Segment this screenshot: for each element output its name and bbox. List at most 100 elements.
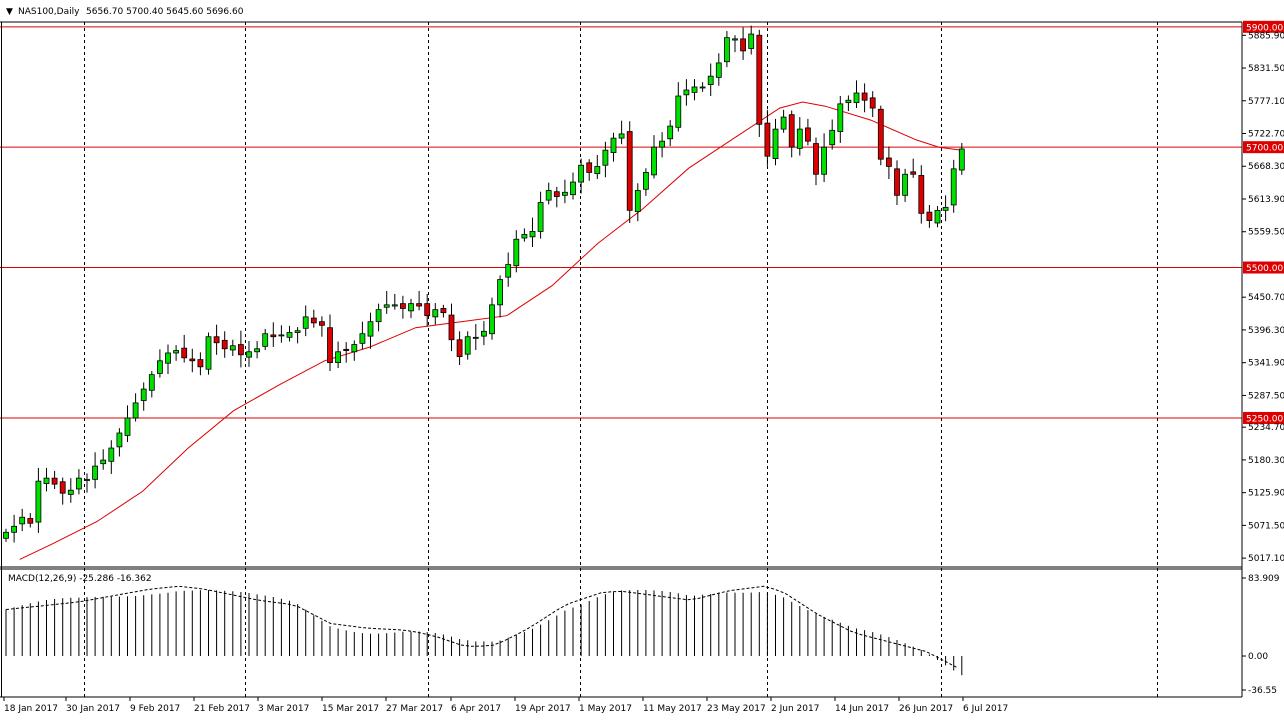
candle-bull bbox=[464, 336, 471, 355]
candle-bull bbox=[505, 264, 512, 278]
x-tick-label: 21 Feb 2017 bbox=[194, 704, 250, 714]
candle-bull bbox=[902, 173, 908, 196]
candle-bull bbox=[367, 321, 374, 337]
candle-bull bbox=[35, 480, 42, 523]
candle-bull bbox=[715, 62, 722, 78]
candle-bull bbox=[732, 38, 738, 41]
candle-bear bbox=[553, 191, 560, 197]
candle-bear bbox=[886, 157, 892, 167]
candles bbox=[3, 25, 965, 543]
candle-bull bbox=[92, 465, 98, 480]
candle-bull bbox=[748, 33, 755, 49]
candle-bull bbox=[707, 75, 714, 85]
candle-bear bbox=[213, 336, 220, 344]
candle-bull bbox=[108, 447, 115, 462]
y-tick-label: 5396.30 bbox=[1248, 326, 1284, 336]
macd-label: MACD(12,26,9) -25.286 -16.362 bbox=[8, 574, 152, 584]
level-tag bbox=[1243, 411, 1284, 424]
candle-bull bbox=[11, 525, 18, 533]
y-tick-label: 5017.10 bbox=[1248, 554, 1284, 564]
candle-bull bbox=[375, 309, 382, 323]
y-tick-label: 5287.50 bbox=[1248, 391, 1284, 401]
y-tick-label: 5071.50 bbox=[1248, 521, 1284, 531]
candle-bull bbox=[383, 304, 390, 308]
level-tag bbox=[1243, 141, 1284, 154]
y-tick-label: 5450.70 bbox=[1248, 293, 1284, 303]
candle-bear bbox=[788, 114, 795, 148]
x-tick-label: 27 Mar 2017 bbox=[386, 704, 443, 714]
x-tick-label: 9 Feb 2017 bbox=[130, 704, 180, 714]
y-tick-label: 5613.90 bbox=[1248, 195, 1284, 205]
x-tick-label: 15 Mar 2017 bbox=[322, 704, 379, 714]
candle-bull bbox=[116, 432, 123, 448]
candle-bear bbox=[894, 168, 900, 196]
x-tick-label: 23 May 2017 bbox=[707, 704, 766, 714]
y-tick-label: 5885.90 bbox=[1248, 31, 1284, 41]
candle-bear bbox=[764, 122, 771, 157]
candle-bull bbox=[156, 360, 163, 374]
candle-bull bbox=[796, 128, 803, 149]
candle-bull bbox=[246, 351, 252, 358]
y-tick-label: 5831.50 bbox=[1248, 64, 1284, 74]
candle-bear bbox=[399, 303, 406, 309]
candle-bull bbox=[148, 374, 155, 391]
candle-bull bbox=[958, 148, 965, 171]
candle-bull bbox=[497, 279, 504, 306]
candle-bull bbox=[262, 333, 269, 347]
candle-bull bbox=[683, 89, 690, 96]
x-tick-label: 6 Apr 2017 bbox=[451, 704, 501, 714]
candle-bull bbox=[229, 345, 236, 351]
y-tick-label: 5777.10 bbox=[1248, 97, 1284, 107]
candle-bull bbox=[391, 304, 398, 307]
candle-bull bbox=[472, 336, 479, 339]
y-tick-label: 5722.70 bbox=[1248, 130, 1284, 140]
x-tick-label: 14 Jun 2017 bbox=[835, 704, 889, 714]
level-tag bbox=[1243, 261, 1284, 274]
candle-bull bbox=[43, 477, 50, 484]
candle-bear bbox=[456, 339, 463, 357]
candle-bear bbox=[270, 334, 277, 338]
macd-signal-line bbox=[5, 585, 959, 669]
candle-bear bbox=[861, 92, 868, 101]
x-tick-label: 6 Jul 2017 bbox=[963, 704, 1008, 714]
x-tick-label: 26 Jun 2017 bbox=[899, 704, 953, 714]
candle-bull bbox=[699, 86, 706, 89]
candle-bull bbox=[140, 388, 147, 401]
candle-bear bbox=[918, 175, 925, 214]
candle-bull bbox=[132, 402, 139, 419]
candle-bear bbox=[318, 321, 325, 326]
candle-bull bbox=[205, 336, 212, 370]
candle-bull bbox=[821, 146, 827, 175]
caret-icon[interactable]: ▼ bbox=[6, 7, 13, 17]
candle-bull bbox=[837, 103, 844, 132]
candle-bull bbox=[780, 116, 787, 130]
candle-bear bbox=[424, 303, 431, 317]
level-tag-label: 5500.00 bbox=[1246, 264, 1283, 274]
candle-bull bbox=[934, 209, 941, 224]
x-tick-label: 30 Jan 2017 bbox=[66, 704, 120, 714]
candle-bull bbox=[351, 344, 358, 353]
candle-bull bbox=[578, 164, 584, 183]
candle-bull bbox=[513, 238, 520, 267]
candle-bear bbox=[805, 127, 811, 142]
candle-bear bbox=[877, 108, 884, 160]
y-tick-label: 5341.90 bbox=[1248, 359, 1284, 369]
candle-bear bbox=[27, 518, 34, 524]
macd-y-tick-label: 0.00 bbox=[1248, 652, 1268, 662]
candle-bull bbox=[651, 146, 657, 176]
y-tick-label: 5559.50 bbox=[1248, 228, 1284, 238]
candle-bull bbox=[480, 330, 487, 337]
level-tag-label: 5700.00 bbox=[1246, 144, 1283, 154]
candle-bear bbox=[327, 327, 333, 364]
candle-bull bbox=[675, 95, 682, 128]
candle-bull bbox=[829, 129, 836, 146]
candle-bull bbox=[165, 352, 171, 364]
level-tag-label: 5250.00 bbox=[1246, 414, 1283, 424]
candle-bull bbox=[602, 149, 609, 166]
candle-bear bbox=[926, 211, 933, 221]
macd-y-tick-label: -36.55 bbox=[1248, 686, 1277, 696]
level-tag bbox=[1243, 20, 1284, 33]
x-tick-label: 1 May 2017 bbox=[579, 704, 632, 714]
candle-bull bbox=[610, 137, 617, 153]
